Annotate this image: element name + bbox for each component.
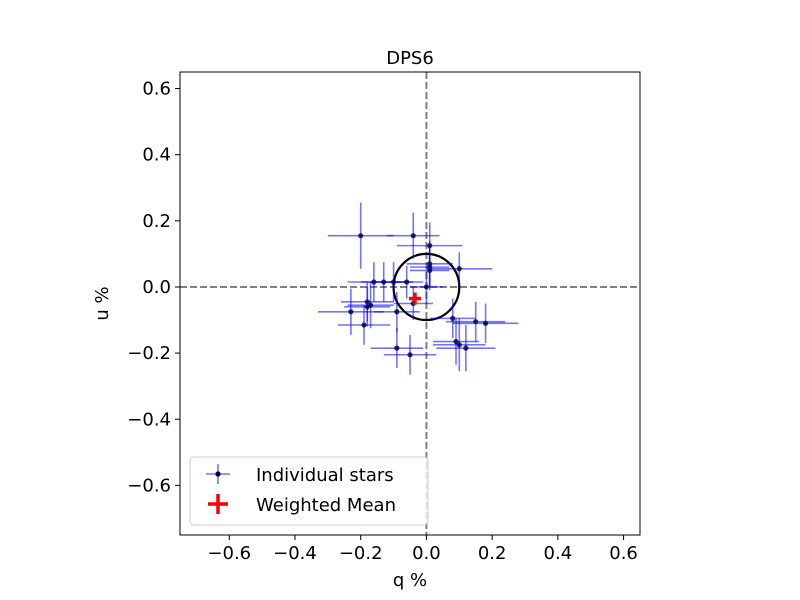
star-point (410, 270, 443, 304)
star-marker (361, 322, 367, 328)
x-tick-label: 0.6 (609, 543, 638, 564)
star-marker (482, 320, 489, 326)
x-tick-label: −0.2 (339, 543, 383, 564)
legend-symbol-weighted-mean (208, 494, 228, 514)
weighted-mean-point (408, 292, 421, 305)
star-point (387, 212, 440, 259)
x-tick-label: 0.4 (544, 543, 573, 564)
star-marker (410, 233, 416, 239)
y-tick-label: 0.4 (142, 145, 171, 166)
x-tick-label: −0.6 (207, 543, 251, 564)
star-point (436, 324, 496, 372)
data-points-layer (318, 202, 519, 375)
star-point (383, 334, 437, 375)
legend: Individual stars Weighted Mean (189, 456, 429, 526)
axis-ticks-layer: −0.6 −0.4 −0.2 0.0 0.2 0.4 0.6 −0.6 −0.4 −0.2 0.0 0… (127, 79, 638, 564)
star-point (446, 301, 506, 342)
legend-entry-individual-stars: Individual stars (206, 464, 394, 486)
star-point (452, 303, 519, 344)
legend-label-weighted-mean: Weighted Mean (256, 495, 396, 516)
star-marker (463, 345, 469, 351)
x-tick-label: −0.4 (273, 543, 317, 564)
y-tick-label: 0.0 (142, 277, 171, 298)
legend-label-individual-stars: Individual stars (256, 465, 394, 486)
star-marker (358, 233, 364, 239)
star-marker (456, 266, 462, 272)
legend-entry-weighted-mean: Weighted Mean (208, 494, 396, 516)
x-tick-label: 0.2 (478, 543, 507, 564)
star-point (426, 252, 493, 286)
star-marker (404, 279, 410, 285)
star-point (347, 282, 394, 329)
y-tick-label: 0.6 (142, 79, 171, 100)
plot-area-frame (179, 71, 641, 536)
star-marker (450, 315, 456, 321)
y-tick-label: 0.2 (142, 211, 171, 232)
star-marker (367, 302, 374, 308)
star-point (370, 328, 424, 368)
y-axis-label: u % (92, 286, 113, 320)
y-tick-label: −0.6 (127, 475, 171, 496)
star-marker (348, 309, 354, 315)
legend-star-marker (215, 471, 221, 477)
star-marker (394, 345, 400, 351)
star-point (433, 318, 486, 372)
y-tick-label: −0.4 (127, 409, 171, 430)
star-point (390, 265, 424, 299)
star-marker (407, 352, 413, 358)
star-point (318, 288, 384, 335)
star-point (433, 318, 479, 365)
legend-box (189, 456, 429, 526)
x-tick-label: 0.0 (412, 543, 441, 564)
star-marker (453, 338, 459, 345)
legend-symbol-individual-stars (206, 464, 230, 484)
star-point (327, 202, 394, 269)
star-marker (456, 342, 462, 348)
star-marker (394, 309, 400, 315)
chart-title: DPS6 (386, 48, 434, 69)
star-marker (423, 284, 430, 290)
y-tick-label: −0.2 (127, 343, 171, 364)
star-point (337, 305, 391, 345)
star-point (429, 298, 476, 339)
x-axis-label: q % (393, 570, 427, 591)
star-point (373, 291, 420, 332)
